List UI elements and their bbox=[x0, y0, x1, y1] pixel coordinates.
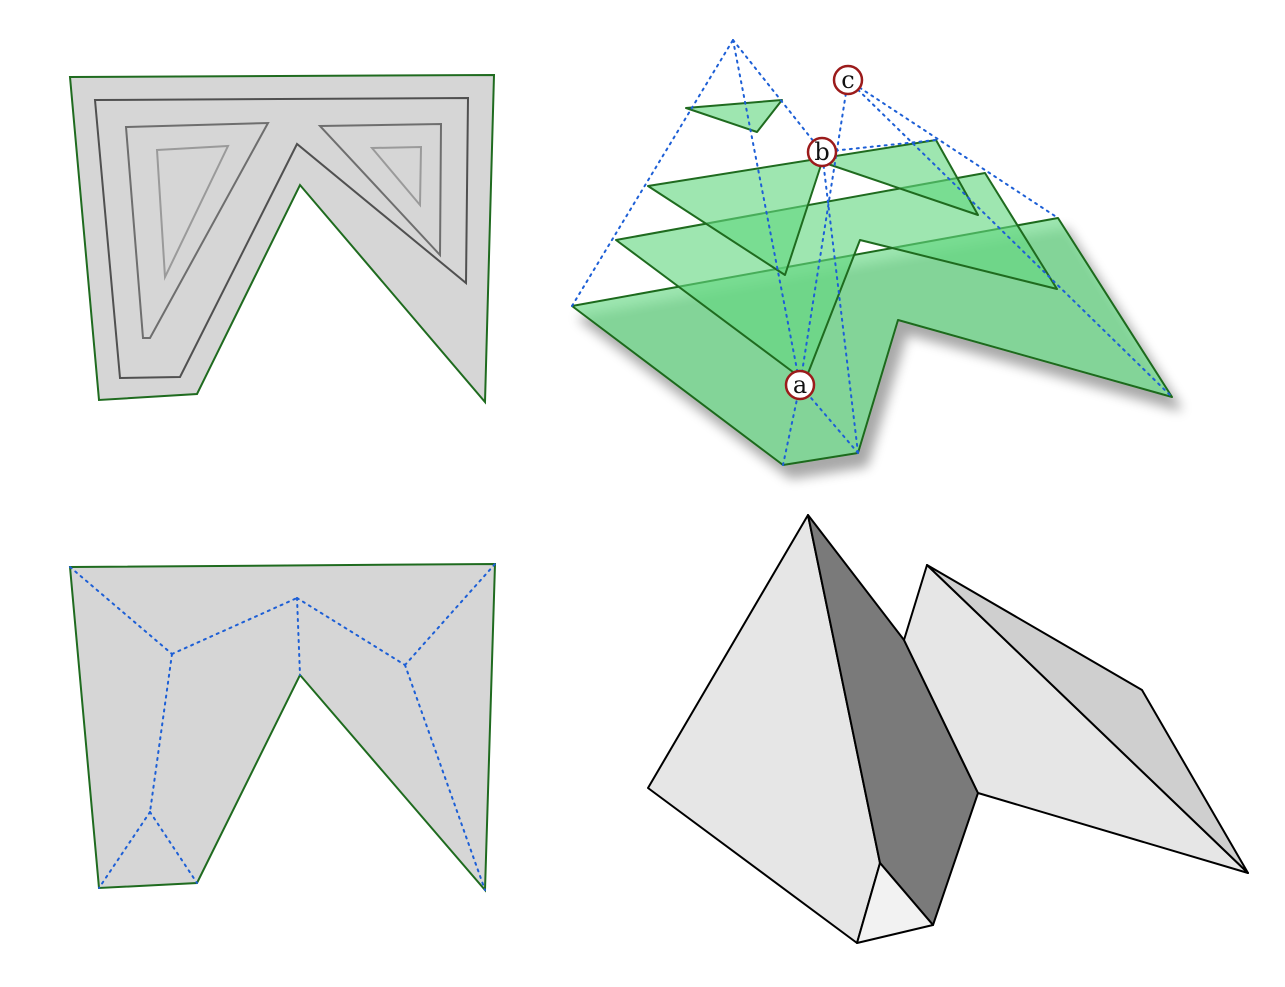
marker-b: b bbox=[808, 138, 836, 166]
sweep-planes-panel: a b c bbox=[572, 40, 1172, 465]
svg-text:b: b bbox=[814, 138, 829, 166]
marker-c: c bbox=[834, 66, 862, 94]
sweep-sheet-4 bbox=[686, 100, 782, 132]
svg-text:c: c bbox=[841, 66, 854, 94]
marker-a: a bbox=[786, 371, 814, 399]
offset-curves-panel bbox=[70, 75, 494, 402]
svg-text:a: a bbox=[793, 371, 807, 399]
skeleton-polygon bbox=[70, 564, 495, 890]
roof-model-panel bbox=[648, 515, 1248, 943]
straight-skeleton-panel bbox=[70, 564, 495, 890]
